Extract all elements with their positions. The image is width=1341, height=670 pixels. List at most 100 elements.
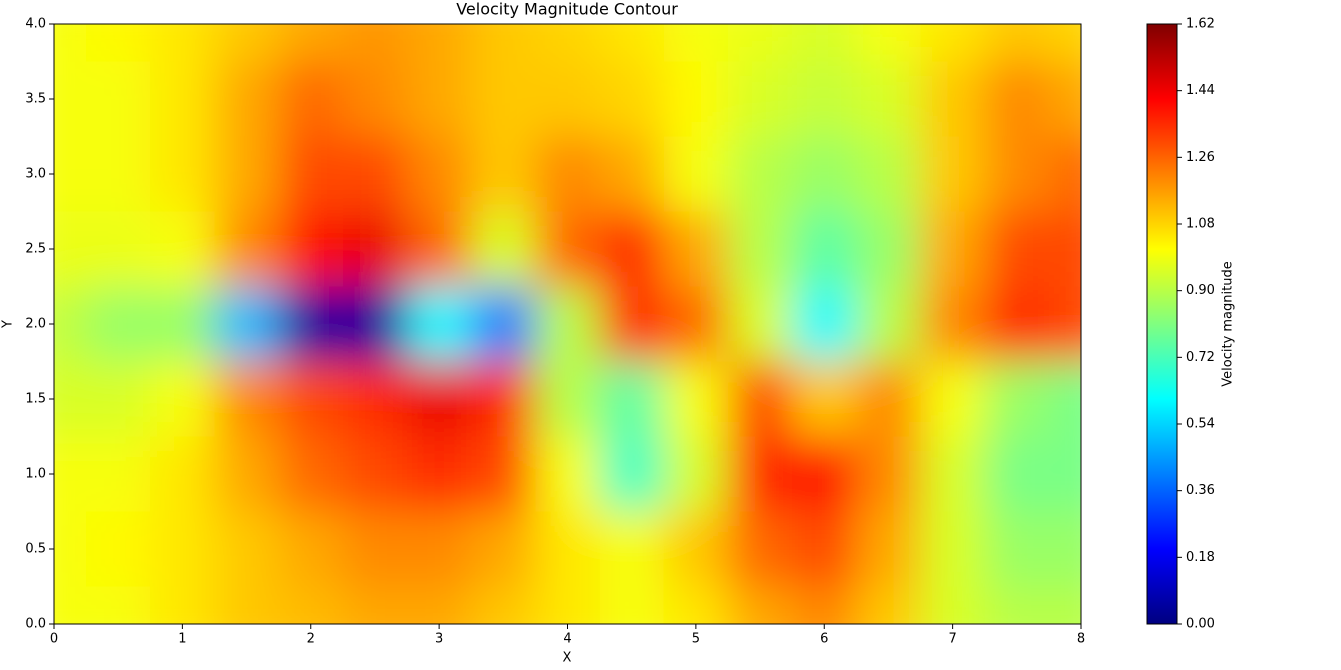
contour-cell	[86, 136, 151, 212]
x-tick-label: 2	[307, 632, 315, 647]
contour-cell	[1048, 361, 1081, 437]
x-tick-label: 8	[1077, 632, 1085, 647]
contour-cell	[727, 24, 793, 62]
contour-cell	[471, 136, 536, 212]
contour-cell	[342, 211, 408, 287]
contour-cell	[535, 211, 601, 287]
contour-cell	[856, 361, 922, 437]
contour-cell	[54, 61, 87, 137]
contour-cell	[792, 61, 857, 137]
contour-cell	[727, 361, 793, 437]
contour-cell	[54, 211, 87, 287]
contour-cell	[984, 136, 1050, 212]
y-tick-label: 4.0	[25, 17, 46, 32]
y-tick-label: 2.5	[25, 242, 46, 257]
contour-cell	[278, 586, 344, 624]
contour-cell	[150, 286, 215, 362]
x-tick-label: 1	[178, 632, 186, 647]
chart-title: Velocity Magnitude Contour	[456, 0, 678, 19]
colorbar-tick-label: 1.08	[1186, 217, 1215, 232]
contour-cell	[920, 24, 986, 62]
contour-cell	[278, 24, 344, 62]
contour-cell	[535, 24, 601, 62]
x-tick-label: 7	[948, 632, 956, 647]
x-tick-label: 6	[820, 632, 828, 647]
contour-cell	[1048, 511, 1081, 587]
contour-cell	[920, 136, 986, 212]
contour-cell	[599, 361, 665, 437]
contour-cell	[856, 24, 922, 62]
contour-cell	[214, 436, 280, 512]
contour-cell	[599, 286, 665, 362]
contour-cell	[920, 211, 986, 287]
colorbar-tick-label: 0.54	[1186, 417, 1215, 432]
contour-cell	[1048, 436, 1081, 512]
colorbar-tick-label: 1.62	[1186, 17, 1215, 32]
contour-cell	[471, 436, 536, 512]
contour-cell	[278, 361, 344, 437]
contour-cell	[663, 511, 729, 587]
contour-cell	[856, 586, 922, 624]
contour-cell	[1048, 61, 1081, 137]
contour-cell	[342, 136, 408, 212]
contour-cell	[471, 211, 536, 287]
contour-cell	[214, 586, 280, 624]
contour-cell	[86, 436, 151, 512]
contour-cell	[407, 361, 472, 437]
contour-cell	[407, 436, 472, 512]
contour-cell	[792, 511, 857, 587]
contour-cell	[214, 361, 280, 437]
x-tick-label: 5	[692, 632, 700, 647]
contour-cell	[86, 361, 151, 437]
contour-cell	[150, 211, 215, 287]
contour-cell	[792, 136, 857, 212]
contour-cell	[407, 61, 472, 137]
contour-cell	[214, 511, 280, 587]
contour-cell	[86, 586, 151, 624]
contour-cell	[727, 286, 793, 362]
contour-cell	[214, 24, 280, 62]
contour-cell	[856, 511, 922, 587]
y-tick-label: 0.0	[25, 617, 46, 632]
contour-cell	[535, 586, 601, 624]
contour-cell	[727, 136, 793, 212]
contour-cell	[86, 211, 151, 287]
colorbar-tick-label: 0.00	[1186, 617, 1215, 632]
contour-cell	[535, 436, 601, 512]
contour-cell	[1048, 24, 1081, 62]
contour-cell	[278, 61, 344, 137]
contour-cell	[150, 511, 215, 587]
y-axis-label: Y	[1, 320, 16, 329]
contour-cell	[663, 286, 729, 362]
contour-cell	[535, 286, 601, 362]
contour-cell	[792, 286, 857, 362]
contour-cell	[150, 136, 215, 212]
contour-cell	[86, 286, 151, 362]
contour-cell	[663, 211, 729, 287]
contour-cell	[727, 511, 793, 587]
x-tick-label: 3	[435, 632, 443, 647]
contour-cell	[54, 511, 87, 587]
contour-cell	[984, 436, 1050, 512]
contour-cell	[150, 436, 215, 512]
x-tick-label: 4	[563, 632, 571, 647]
contour-cell	[599, 511, 665, 587]
x-axis-label: X	[563, 651, 572, 666]
contour-cell	[214, 286, 280, 362]
contour-cell	[856, 61, 922, 137]
contour-cell	[150, 24, 215, 62]
colorbar-tick-label: 0.90	[1186, 283, 1215, 298]
contour-cell	[599, 436, 665, 512]
contour-cell	[856, 286, 922, 362]
contour-cell	[471, 511, 536, 587]
contour-cell	[984, 361, 1050, 437]
contour-cell	[663, 436, 729, 512]
colorbar	[1146, 23, 1178, 625]
contour-cell	[54, 361, 87, 437]
contour-cell	[727, 586, 793, 624]
contour-cell	[727, 211, 793, 287]
contour-cell	[214, 61, 280, 137]
contour-cell	[984, 61, 1050, 137]
contour-cell	[920, 286, 986, 362]
contour-cell	[727, 436, 793, 512]
